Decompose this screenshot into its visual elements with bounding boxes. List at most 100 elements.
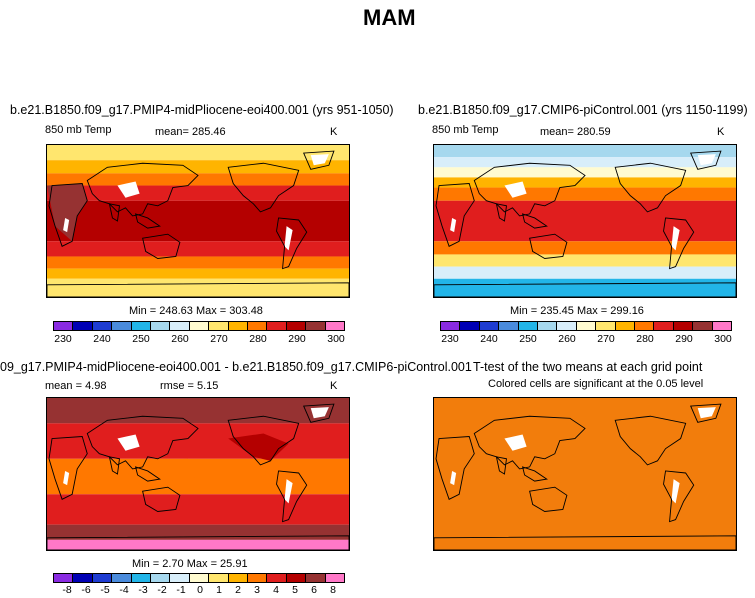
colorbar-swatch (325, 322, 345, 330)
coastline-namerica (614, 162, 687, 213)
coastline-seasia (134, 213, 161, 229)
colorbar-tick-label: 300 (714, 333, 732, 345)
coastline-africa (435, 436, 475, 500)
panel2-variable: 850 mb Temp (432, 124, 499, 136)
colorbar-tick-label: 4 (273, 584, 279, 596)
colorbar-tick-label: 290 (288, 333, 306, 345)
panel2-mean-value: 280.59 (577, 126, 611, 138)
coastline-seasia (521, 213, 548, 229)
colorbar-swatch (673, 322, 694, 330)
masked-terrain (63, 470, 70, 486)
panel2-colorbar (440, 321, 732, 331)
colorbar-swatch (286, 574, 307, 582)
masked-terrain (117, 181, 140, 198)
colorbar-swatch (538, 322, 558, 330)
masked-terrain (697, 154, 716, 166)
panel3-rmse-label: rmse = (160, 380, 194, 392)
colorbar-swatch (54, 322, 74, 330)
colorbar-swatch (499, 322, 519, 330)
temperature-band (47, 241, 349, 257)
colorbar-swatch (596, 322, 616, 330)
panel3-map (46, 397, 350, 551)
significant-cells (434, 398, 736, 550)
panel1-map (46, 144, 350, 298)
colorbar-tick-label: 230 (54, 333, 72, 345)
panel1-mean-value: 285.46 (192, 126, 226, 138)
colorbar-swatch (54, 574, 74, 582)
colorbar-swatch (306, 574, 326, 582)
colorbar-swatch (131, 322, 152, 330)
temperature-band (47, 160, 349, 174)
colorbar-swatch (479, 322, 500, 330)
coastline-seasia (521, 466, 548, 482)
temperature-band (47, 145, 349, 161)
colorbar-tick-label: 290 (675, 333, 693, 345)
colorbar-swatch (286, 322, 307, 330)
colorbar-swatch (209, 574, 229, 582)
colorbar-tick-label: 230 (441, 333, 459, 345)
temperature-band (47, 278, 349, 297)
temperature-band (47, 200, 349, 242)
temperature-band (47, 494, 349, 525)
colorbar-tick-label: -8 (62, 584, 72, 596)
colorbar-tick-label: -3 (138, 584, 148, 596)
masked-terrain (697, 407, 716, 419)
coastline-india (495, 203, 507, 222)
colorbar-tick-label: 260 (171, 333, 189, 345)
panel3-title: 09_g17.PMIP4-midPliocene-eoi400.001 - b.… (0, 360, 472, 374)
figure-title: MAM (363, 5, 416, 30)
masked-terrain (671, 479, 680, 504)
colorbar-swatch (248, 574, 268, 582)
panel1-title: b.e21.B1850.f09_g17.PMIP4-midPliocene-eo… (10, 103, 394, 117)
colorbar-tick-label: 5 (292, 584, 298, 596)
temperature-band (47, 423, 349, 459)
colorbar-swatch (441, 322, 461, 330)
coastline-samerica (663, 470, 695, 523)
colorbar-swatch (131, 574, 152, 582)
masked-terrain (310, 154, 329, 166)
panel4-title: T-test of the two means at each grid poi… (473, 360, 703, 374)
panel2-mean-label: mean= (540, 126, 574, 138)
warm-region (147, 458, 198, 482)
masked-terrain (450, 217, 457, 233)
colorbar-tick-label: 1 (216, 584, 222, 596)
masked-terrain (310, 407, 329, 419)
coastline-samerica (663, 217, 695, 270)
colorbar-tick-label: 280 (249, 333, 267, 345)
colorbar-swatch (228, 574, 249, 582)
panel3-colorbar (53, 573, 345, 583)
colorbar-tick-label: 6 (311, 584, 317, 596)
colorbar-tick-label: 280 (636, 333, 654, 345)
colorbar-swatch (228, 322, 249, 330)
colorbar-swatch (518, 322, 539, 330)
colorbar-tick-label: 0 (197, 584, 203, 596)
coastline-antarctica (434, 282, 736, 297)
colorbar-swatch (151, 574, 171, 582)
coastline-greenland (690, 403, 722, 423)
colorbar-tick-label: 270 (597, 333, 615, 345)
temperature-band (47, 458, 349, 495)
temperature-band (47, 173, 349, 186)
colorbar-tick-label: 260 (558, 333, 576, 345)
temperature-band (434, 266, 736, 279)
coastline-asia (473, 415, 586, 470)
panel3-rmse-value: 5.15 (197, 380, 219, 392)
panel3-mean-label: mean = (45, 380, 82, 392)
panel4-map (433, 397, 737, 551)
temperature-band (47, 539, 349, 550)
coastline-samerica (276, 217, 308, 270)
coastline-namerica (227, 162, 300, 213)
panel1-variable: 850 mb Temp (45, 124, 112, 136)
colorbar-tick-label: -6 (81, 584, 91, 596)
colorbar-tick-label: 240 (93, 333, 111, 345)
panel3-stats: Min = 2.70 Max = 25.91 (132, 558, 248, 570)
temperature-band (434, 241, 736, 255)
colorbar-tick-label: 8 (330, 584, 336, 596)
coastline-australia (142, 233, 181, 259)
colorbar-swatch (189, 322, 210, 330)
masked-terrain (284, 479, 293, 504)
coastline-australia (142, 486, 181, 512)
coastline-africa (435, 183, 475, 247)
colorbar-swatch (267, 574, 287, 582)
colorbar-swatch (267, 322, 287, 330)
